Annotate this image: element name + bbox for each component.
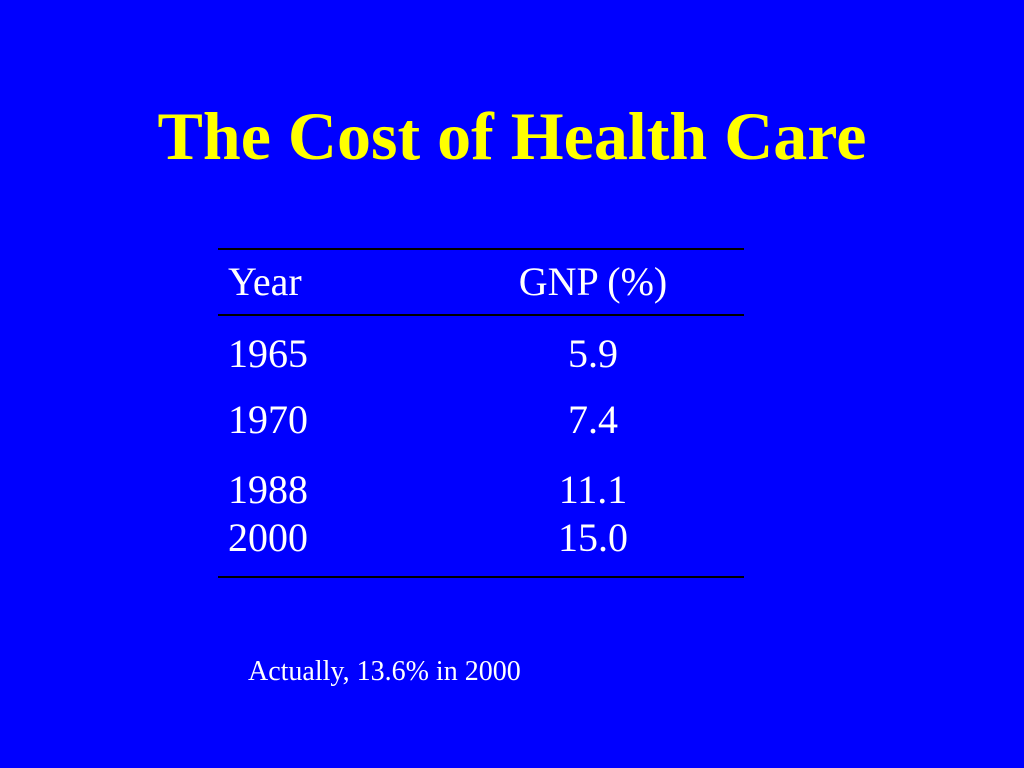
footnote: Actually, 13.6% in 2000: [248, 656, 521, 687]
header-year: Year: [228, 259, 302, 304]
cell-gnp: 5.9: [568, 331, 618, 376]
table-top-rule: [218, 248, 744, 250]
gnp-table: Year GNP (%) 1965 5.9 1970 7.4 1988 11.1…: [218, 248, 744, 578]
cell-gnp: 15.0: [558, 515, 628, 560]
slide-title: The Cost of Health Care: [157, 98, 867, 174]
table-row: 1988 11.1: [218, 466, 744, 514]
cell-year: 1988: [228, 467, 308, 512]
cell-year: 1970: [228, 397, 308, 442]
table-bottom-rule: [218, 576, 744, 578]
cell-gnp: 7.4: [568, 397, 618, 442]
table-header-rule: [218, 314, 744, 316]
table-row: 1965 5.9: [218, 326, 744, 380]
table-header-row: Year GNP (%): [218, 250, 744, 314]
table-row: 2000 15.0: [218, 514, 744, 562]
table-row: 1970 7.4: [218, 392, 744, 448]
cell-gnp: 11.1: [558, 467, 628, 512]
cell-year: 1965: [228, 331, 308, 376]
header-gnp: GNP (%): [518, 259, 668, 304]
cell-year: 2000: [228, 515, 308, 560]
